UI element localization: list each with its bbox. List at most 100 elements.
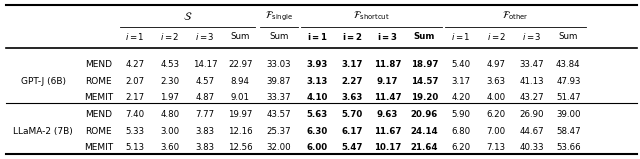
Text: 7.13: 7.13 [487,143,506,152]
Text: 11.87: 11.87 [374,60,401,69]
Text: $i=1$: $i=1$ [451,31,471,42]
Text: 43.84: 43.84 [556,60,580,69]
Text: 3.83: 3.83 [196,127,214,136]
Text: 2.17: 2.17 [125,93,144,102]
Text: Sum: Sum [413,32,435,41]
Text: 33.03: 33.03 [266,60,291,69]
Text: 12.56: 12.56 [228,143,253,152]
Text: 4.57: 4.57 [196,77,214,86]
Text: 19.97: 19.97 [228,110,253,119]
Text: 5.63: 5.63 [307,110,328,119]
Text: 47.93: 47.93 [556,77,580,86]
Text: $\mathbf{i=1}$: $\mathbf{i=1}$ [307,31,328,42]
Text: 5.90: 5.90 [452,110,470,119]
Text: $\mathcal{F}_{\rm single}$: $\mathcal{F}_{\rm single}$ [264,9,293,23]
Text: 33.37: 33.37 [266,93,291,102]
Text: ROME: ROME [85,127,112,136]
Text: $i=3$: $i=3$ [195,31,215,42]
Text: 6.00: 6.00 [307,143,328,152]
Text: 3.63: 3.63 [342,93,363,102]
Text: 3.93: 3.93 [307,60,328,69]
Text: 6.17: 6.17 [342,127,363,136]
Text: 18.97: 18.97 [411,60,438,69]
Text: 4.27: 4.27 [125,60,144,69]
Text: MEMIT: MEMIT [84,143,113,152]
Text: 53.66: 53.66 [556,143,580,152]
Text: $i=1$: $i=1$ [125,31,145,42]
Text: 4.87: 4.87 [196,93,214,102]
Text: 14.17: 14.17 [193,60,218,69]
Text: Sum: Sum [269,32,289,41]
Text: 4.10: 4.10 [307,93,328,102]
Text: 6.30: 6.30 [307,127,328,136]
Text: LLaMA-2 (7B): LLaMA-2 (7B) [13,127,73,136]
Text: 24.14: 24.14 [410,127,438,136]
Text: 9.63: 9.63 [377,110,398,119]
Text: 41.13: 41.13 [519,77,544,86]
Text: 3.60: 3.60 [161,143,179,152]
Text: 11.67: 11.67 [374,127,401,136]
Text: 51.47: 51.47 [556,93,580,102]
Text: 12.16: 12.16 [228,127,253,136]
Text: 9.17: 9.17 [377,77,398,86]
Text: 7.00: 7.00 [487,127,506,136]
Text: 1.97: 1.97 [161,93,179,102]
Text: 19.20: 19.20 [411,93,438,102]
Text: $i=3$: $i=3$ [522,31,541,42]
Text: $i=2$: $i=2$ [160,31,180,42]
Text: 39.00: 39.00 [556,110,580,119]
Text: 39.87: 39.87 [266,77,291,86]
Text: $\mathcal{S}$: $\mathcal{S}$ [183,10,192,22]
Text: 10.17: 10.17 [374,143,401,152]
Text: 7.40: 7.40 [125,110,144,119]
Text: 2.27: 2.27 [342,77,363,86]
Text: 43.27: 43.27 [519,93,544,102]
Text: 14.57: 14.57 [411,77,438,86]
Text: 5.70: 5.70 [342,110,363,119]
Text: 2.07: 2.07 [125,77,144,86]
Text: 43.57: 43.57 [266,110,291,119]
Text: 33.47: 33.47 [519,60,544,69]
Text: 21.64: 21.64 [411,143,438,152]
Text: 6.80: 6.80 [452,127,470,136]
Text: 4.97: 4.97 [487,60,506,69]
Text: 6.20: 6.20 [487,110,506,119]
Text: 22.97: 22.97 [228,60,253,69]
Text: 3.00: 3.00 [161,127,179,136]
Text: 3.17: 3.17 [342,60,363,69]
Text: $\mathcal{F}_{\rm other}$: $\mathcal{F}_{\rm other}$ [502,10,529,22]
Text: 3.13: 3.13 [307,77,328,86]
Text: 5.13: 5.13 [125,143,144,152]
Text: 4.20: 4.20 [452,93,470,102]
Text: 5.47: 5.47 [342,143,363,152]
Text: 9.01: 9.01 [231,93,250,102]
Text: ROME: ROME [85,77,112,86]
Text: 25.37: 25.37 [266,127,291,136]
Text: $\mathbf{i=3}$: $\mathbf{i=3}$ [377,31,398,42]
Text: MEND: MEND [85,110,112,119]
Text: 4.53: 4.53 [161,60,179,69]
Text: MEMIT: MEMIT [84,93,113,102]
Text: $\mathcal{F}_{\rm shortcut}$: $\mathcal{F}_{\rm shortcut}$ [353,10,390,22]
Text: 3.63: 3.63 [487,77,506,86]
Text: GPT-J (6B): GPT-J (6B) [20,77,66,86]
Text: 11.47: 11.47 [374,93,401,102]
Text: 40.33: 40.33 [519,143,544,152]
Text: 32.00: 32.00 [266,143,291,152]
Text: 20.96: 20.96 [411,110,438,119]
Text: 4.00: 4.00 [487,93,506,102]
Text: 3.83: 3.83 [196,143,214,152]
Text: 8.94: 8.94 [231,77,250,86]
Text: $\mathbf{i=2}$: $\mathbf{i=2}$ [342,31,363,42]
Text: 3.17: 3.17 [452,77,470,86]
Text: 44.67: 44.67 [519,127,544,136]
Text: 5.33: 5.33 [125,127,144,136]
Text: Sum: Sum [230,32,250,41]
Text: 7.77: 7.77 [196,110,214,119]
Text: 2.30: 2.30 [161,77,179,86]
Text: 26.90: 26.90 [519,110,544,119]
Text: 4.80: 4.80 [161,110,179,119]
Text: $i=2$: $i=2$ [486,31,506,42]
Text: 58.47: 58.47 [556,127,580,136]
Text: 6.20: 6.20 [452,143,470,152]
